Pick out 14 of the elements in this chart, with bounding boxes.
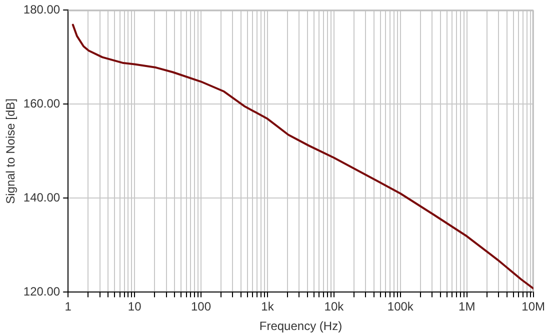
x-axis-title: Frequency (Hz) <box>259 319 342 334</box>
x-tick-label: 10 <box>128 300 142 314</box>
x-tick-label: 10k <box>324 300 345 314</box>
y-tick-label: 160.00 <box>23 96 60 111</box>
x-tick-label: 1M <box>458 300 476 314</box>
x-tick-label: 1k <box>261 300 275 314</box>
x-tick-label: 10M <box>522 300 546 314</box>
x-tick-label: 100k <box>387 300 414 314</box>
y-tick-label: 180.00 <box>23 2 60 17</box>
y-tick-label: 140.00 <box>23 190 60 205</box>
y-axis-title: Signal to Noise [dB] <box>4 98 18 204</box>
y-tick-label: 120.00 <box>23 284 60 299</box>
x-tick-label: 100 <box>191 300 212 314</box>
x-tick-label: 1 <box>64 300 72 314</box>
